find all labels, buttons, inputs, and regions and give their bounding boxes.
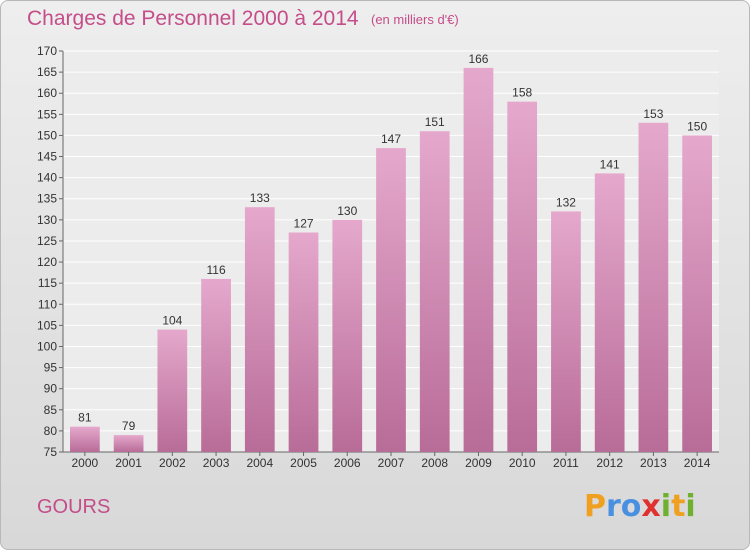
data-label: 116 [206,263,225,277]
bar-2001 [113,435,144,452]
bar-2011 [551,211,581,452]
bar-2006 [332,219,363,452]
bar-2010 [507,101,538,452]
x-tick-label: 2013 [640,456,667,470]
bar-2013 [638,122,669,452]
bar-2014 [682,135,713,452]
data-label: 133 [250,191,270,205]
x-tick-label: 2012 [596,456,623,470]
bar-2003 [201,278,231,452]
y-tick-label: 85 [44,403,58,417]
data-label: 81 [78,411,92,425]
y-tick-label: 140 [37,171,57,185]
bar-2009 [463,67,494,452]
data-label: 104 [162,314,182,328]
y-tick-label: 160 [37,86,57,100]
x-tick-label: 2006 [334,456,361,470]
x-tick-label: 2010 [509,456,536,470]
data-label: 141 [600,157,620,171]
data-label: 166 [468,52,488,66]
x-tick-label: 2005 [290,456,317,470]
y-tick-label: 155 [37,107,57,121]
bar-2005 [288,232,319,452]
x-tick-label: 2002 [159,456,186,470]
logo-letter: i [685,489,696,524]
logo-letter: t [671,489,686,524]
x-tick-label: 2003 [203,456,230,470]
logo-letter: o [620,489,642,524]
y-tick-label: 120 [37,255,57,269]
y-tick-label: 115 [38,276,57,290]
x-tick-label: 2014 [684,456,711,470]
data-label: 147 [381,132,401,146]
data-label: 79 [122,419,136,433]
bar-2008 [419,131,450,452]
y-tick-label: 110 [38,297,57,311]
data-label: 158 [512,86,532,100]
data-label: 127 [294,217,314,231]
bar-2000 [69,426,100,452]
x-tick-label: 2007 [378,456,405,470]
bar-2002 [157,329,188,452]
logo-letter: r [606,489,621,524]
data-label: 130 [337,204,357,218]
bar-2012 [594,173,625,452]
proxiti-logo: Proxiti [584,489,696,524]
bar-2004 [244,207,275,452]
x-tick-label: 2000 [72,456,99,470]
y-tick-label: 130 [37,213,57,227]
y-tick-label: 80 [44,424,58,438]
y-tick-label: 100 [37,339,57,353]
y-tick-label: 165 [37,65,57,79]
y-tick-label: 170 [37,44,57,58]
y-tick-label: 145 [37,150,57,164]
bar-2007 [376,148,406,452]
y-tick-label: 135 [37,192,57,206]
chart-subtitle: (en milliers d'€) [371,12,459,27]
y-tick-label: 150 [37,128,57,142]
data-label: 151 [425,115,445,129]
data-label: 153 [643,107,663,121]
y-tick-label: 105 [37,318,57,332]
logo-letter: x [641,489,661,524]
chart-title: Charges de Personnel 2000 à 2014 [27,7,359,30]
data-label: 150 [687,119,707,133]
y-tick-label: 90 [44,382,58,396]
data-label: 132 [556,195,576,209]
logo-letter: P [584,489,606,524]
y-tick-label: 95 [44,361,58,375]
logo-letter: i [660,489,672,524]
x-tick-label: 2004 [246,456,273,470]
label-layer: 81 79 104 116 133 127 130 147 151 166 158 132 141 153… [78,52,707,433]
x-tick-label: 2001 [115,456,142,470]
x-tick-label: 2011 [553,456,579,470]
commune-name: GOURS [37,496,111,518]
y-tick-label: 125 [37,234,57,248]
x-tick-label: 2009 [465,456,492,470]
axis-layer: 75 80 85 90 95 100 105 110 115 120 125 130 135 140 145… [37,44,719,470]
y-tick-label: 75 [44,445,58,459]
bar-layer [69,67,713,452]
x-tick-label: 2008 [421,456,448,470]
